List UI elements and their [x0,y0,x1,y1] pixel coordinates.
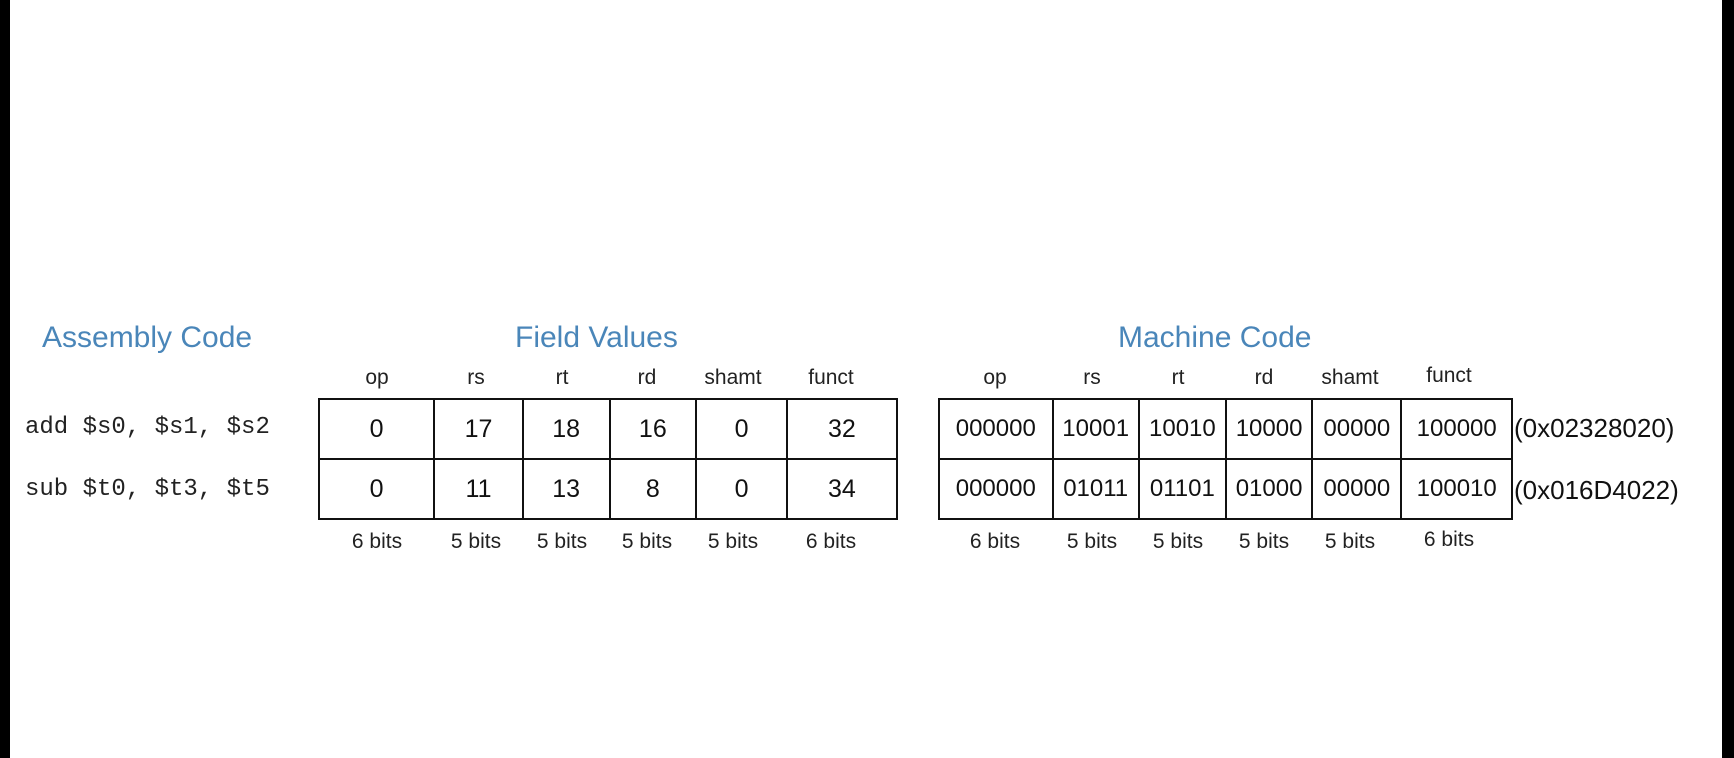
field-label-rs: rs [467,366,485,389]
machine-bit-width-funct: 6 bits [1423,528,1475,551]
machine-cell-funct: 100000 [1400,398,1513,460]
machine-cell-rd: 10000 [1224,398,1314,460]
machine-bit-width-rs: 5 bits [1066,530,1118,553]
field-cell-funct: 34 [785,458,899,520]
table-row: 000000 10001 10010 10000 00000 100000 [938,398,1513,460]
field-cell-rs: 11 [433,458,524,520]
table-row: 0 17 18 16 0 32 [317,398,899,460]
machine-cell-rt: 10010 [1137,398,1227,460]
machine-label-rt: rt [1171,366,1185,389]
field-values-heading: Field Values [515,321,678,354]
bit-width-rd: 5 bits [621,530,673,553]
machine-cell-shamt: 00000 [1311,398,1403,460]
field-cell-rt: 13 [521,458,611,520]
bit-width-rt: 5 bits [536,530,588,553]
field-cell-rs: 17 [433,398,524,460]
hex-encoding: (0x016D4022) [1514,475,1679,505]
bit-width-shamt: 5 bits [707,530,759,553]
field-cell-op: 0 [317,398,436,460]
machine-bit-width-rt: 5 bits [1152,530,1204,553]
machine-code-heading: Machine Code [1118,321,1312,354]
field-cell-shamt: 0 [695,398,788,460]
field-cell-rd: 8 [608,458,698,520]
machine-cell-rs: 01011 [1051,458,1140,520]
hex-encoding: (0x02328020) [1514,413,1675,443]
field-cell-op: 0 [317,458,436,520]
machine-cell-funct: 100010 [1400,458,1513,520]
bit-width-funct: 6 bits [805,530,857,553]
field-label-funct: funct [808,366,854,389]
field-cell-rd: 16 [608,398,698,460]
bit-width-rs: 5 bits [450,530,502,553]
machine-cell-op: 000000 [938,398,1054,460]
machine-label-rd: rd [1254,366,1274,389]
machine-cell-op: 000000 [938,458,1054,520]
field-cell-shamt: 0 [695,458,788,520]
field-values-table: 0 17 18 16 0 32 0 11 13 8 0 34 [317,398,899,520]
table-row: 000000 01011 01101 01000 00000 100010 [938,458,1513,520]
field-label-op: op [365,366,389,389]
machine-cell-rs: 10001 [1051,398,1140,460]
machine-label-rs: rs [1083,366,1101,389]
machine-bit-width-shamt: 5 bits [1324,530,1376,553]
assembly-code-heading: Assembly Code [42,321,253,354]
field-label-shamt: shamt [704,366,762,389]
assembly-instruction: sub $t0, $t3, $t5 [25,476,270,503]
field-cell-funct: 32 [785,398,899,460]
table-row: 0 11 13 8 0 34 [317,458,899,520]
field-label-rd: rd [637,366,657,389]
machine-bit-width-rd: 5 bits [1238,530,1290,553]
field-label-rt: rt [555,366,569,389]
machine-cell-rd: 01000 [1224,458,1314,520]
slide: Assembly Code Field Values Machine Code … [10,0,1722,758]
machine-label-shamt: shamt [1321,366,1379,389]
machine-cell-rt: 01101 [1137,458,1227,520]
field-cell-rt: 18 [521,398,611,460]
machine-code-table: 000000 10001 10010 10000 00000 100000 00… [938,398,1513,520]
assembly-instruction: add $s0, $s1, $s2 [25,414,270,441]
machine-bit-width-op: 6 bits [969,530,1021,553]
bit-width-op: 6 bits [351,530,403,553]
machine-label-op: op [983,366,1007,389]
machine-cell-shamt: 00000 [1311,458,1403,520]
machine-label-funct: funct [1426,364,1472,387]
